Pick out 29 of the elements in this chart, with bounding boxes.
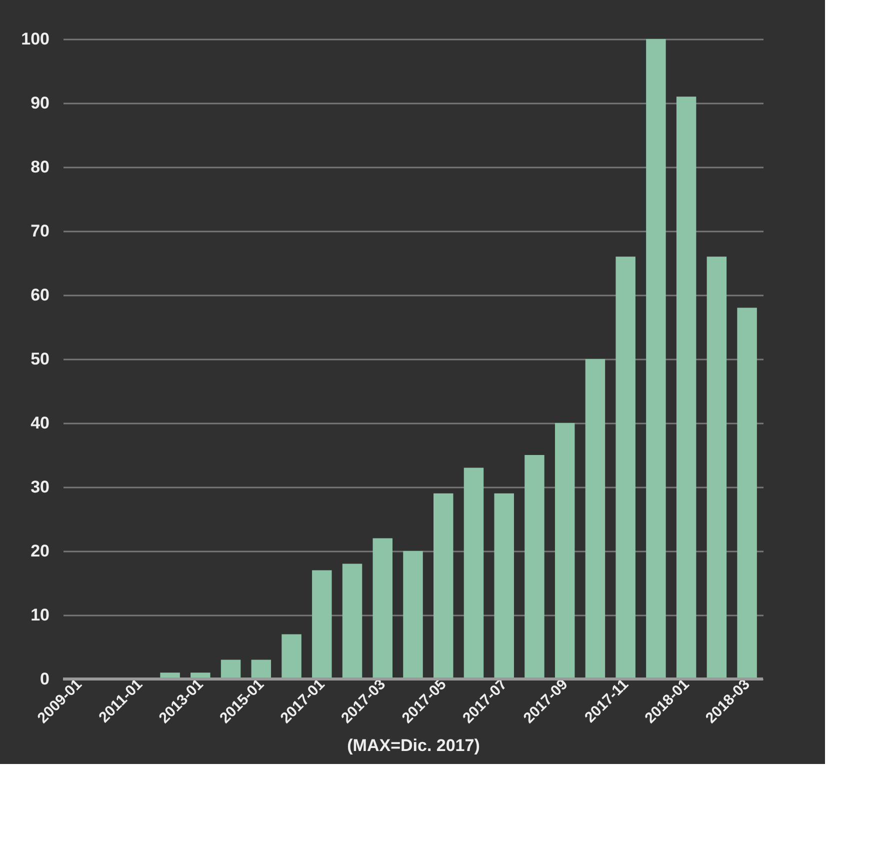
bar [585,359,606,679]
bar [282,634,302,679]
y-tick-label: 10 [30,606,50,624]
bar [616,256,636,679]
bar [706,256,727,679]
y-tick-label: 50 [30,350,50,368]
x-axis-title: (MAX=Dic. 2017) [347,736,480,756]
y-tick-label: 20 [30,542,50,560]
bar [524,455,544,679]
bar [494,493,514,679]
y-tick-label: 90 [30,94,50,112]
bar [251,660,272,679]
bar [434,493,454,679]
bar [220,660,241,679]
bar [646,39,666,679]
y-tick-label: 40 [30,414,50,432]
y-tick-label: 100 [21,30,50,48]
bar [464,468,484,679]
bar [342,564,362,679]
bar [737,308,757,679]
bar [403,551,423,679]
y-tick-label: 80 [30,158,50,176]
y-tick-label: 60 [30,286,50,304]
bar [372,538,392,679]
y-tick-label: 70 [30,222,50,240]
bar [554,423,575,679]
y-tick-label: 30 [30,478,50,496]
bar [312,570,332,679]
bar [676,96,696,679]
